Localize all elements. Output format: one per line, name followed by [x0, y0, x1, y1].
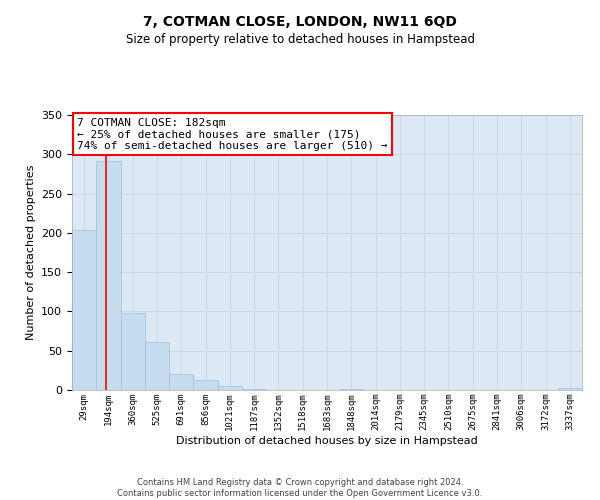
- Text: 7, COTMAN CLOSE, LONDON, NW11 6QD: 7, COTMAN CLOSE, LONDON, NW11 6QD: [143, 15, 457, 29]
- Y-axis label: Number of detached properties: Number of detached properties: [26, 165, 35, 340]
- Bar: [145, 342, 169, 390]
- Bar: [169, 374, 193, 390]
- Bar: [193, 380, 218, 390]
- Bar: [242, 389, 266, 390]
- Bar: [218, 386, 242, 390]
- Bar: [558, 388, 582, 390]
- Bar: [72, 230, 96, 390]
- Text: 7 COTMAN CLOSE: 182sqm
← 25% of detached houses are smaller (175)
74% of semi-de: 7 COTMAN CLOSE: 182sqm ← 25% of detached…: [77, 118, 388, 151]
- Text: Size of property relative to detached houses in Hampstead: Size of property relative to detached ho…: [125, 32, 475, 46]
- Bar: [339, 389, 364, 390]
- X-axis label: Distribution of detached houses by size in Hampstead: Distribution of detached houses by size …: [176, 436, 478, 446]
- Bar: [96, 162, 121, 390]
- Bar: [121, 313, 145, 390]
- Text: Contains HM Land Registry data © Crown copyright and database right 2024.
Contai: Contains HM Land Registry data © Crown c…: [118, 478, 482, 498]
